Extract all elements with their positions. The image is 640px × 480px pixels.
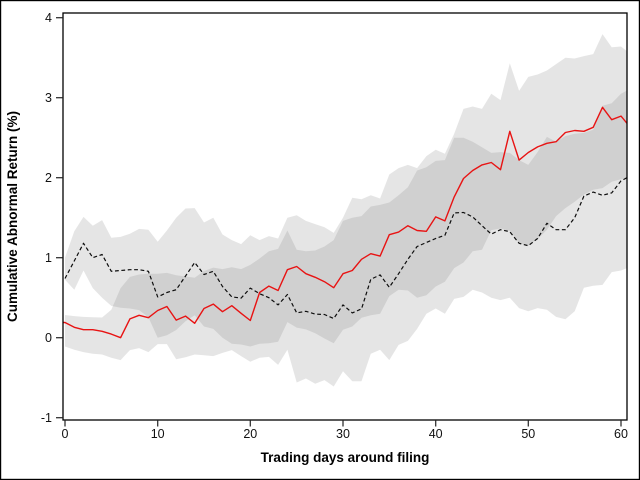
svg-text:50: 50 xyxy=(521,427,535,441)
svg-text:20: 20 xyxy=(243,427,257,441)
svg-text:4: 4 xyxy=(45,11,52,25)
svg-text:Trading days around filing: Trading days around filing xyxy=(261,450,430,465)
svg-text:60: 60 xyxy=(614,427,628,441)
svg-text:-1: -1 xyxy=(41,411,52,425)
svg-text:0: 0 xyxy=(45,331,52,345)
svg-text:2: 2 xyxy=(45,171,52,185)
svg-text:Cumulative Abnormal Return (%): Cumulative Abnormal Return (%) xyxy=(5,111,20,322)
svg-text:30: 30 xyxy=(336,427,350,441)
svg-text:10: 10 xyxy=(151,427,165,441)
svg-text:3: 3 xyxy=(45,91,52,105)
svg-text:0: 0 xyxy=(62,427,69,441)
svg-text:1: 1 xyxy=(45,251,52,265)
svg-text:40: 40 xyxy=(429,427,443,441)
